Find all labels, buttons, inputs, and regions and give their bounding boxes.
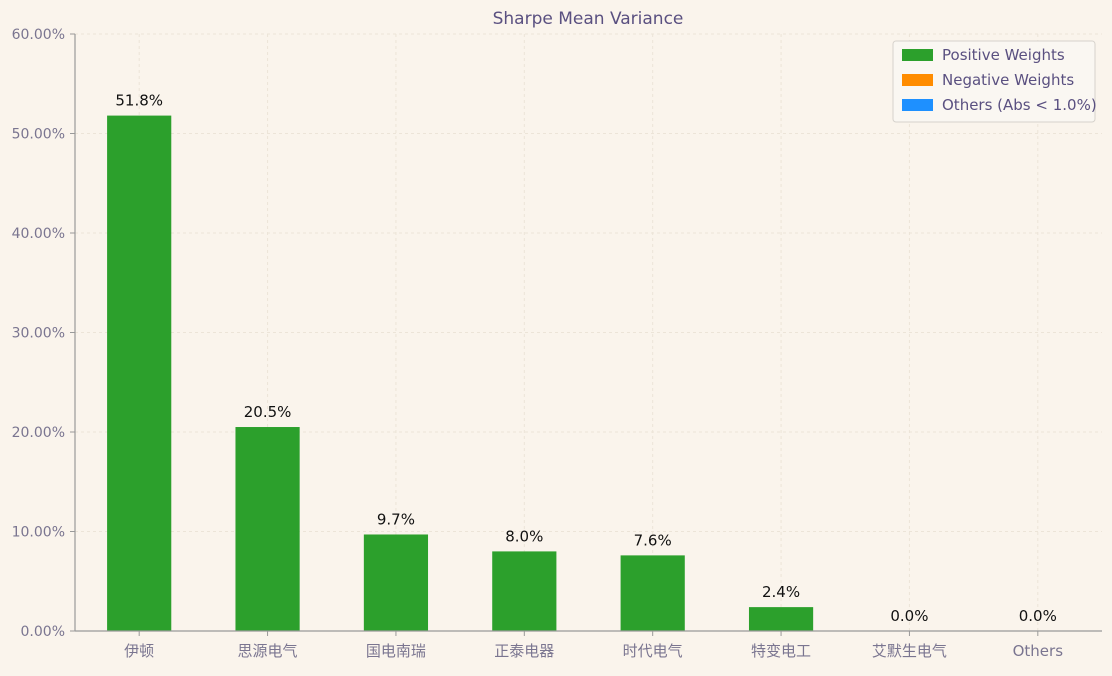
y-tick-label: 10.00%	[12, 525, 65, 541]
bar-value-label: 2.4%	[762, 583, 800, 601]
bar-value-label: 0.0%	[1019, 607, 1057, 625]
x-tick-label: 伊顿	[124, 642, 154, 660]
y-tick-label: 50.00%	[12, 127, 65, 143]
x-tick-label: 正泰电器	[494, 642, 554, 660]
bar	[363, 534, 429, 631]
legend-label: Negative Weights	[942, 71, 1074, 89]
bar	[620, 555, 685, 631]
x-tick-label: 时代电气	[623, 642, 683, 660]
bar	[492, 551, 557, 631]
legend-swatch	[902, 49, 933, 61]
bar	[107, 115, 172, 632]
legend-label: Others (Abs < 1.0%)	[942, 96, 1097, 114]
y-axis-ticks: 0.00% 10.00% 20.00% 30.00% 40.00% 50.00% 60.00…	[12, 27, 75, 640]
x-tick-label: 特变电工	[751, 642, 811, 660]
bar	[235, 427, 300, 631]
y-tick-label: 20.00%	[12, 425, 65, 441]
legend-label: Positive Weights	[942, 46, 1065, 64]
x-tick-label: Others	[1013, 642, 1064, 660]
bar-value-label: 0.0%	[890, 607, 928, 625]
legend-box	[892, 40, 1096, 123]
bar-value-label: 20.5%	[244, 403, 292, 421]
x-tick-label: 思源电气	[238, 642, 298, 660]
bar-value-label: 8.0%	[505, 527, 543, 545]
x-tick-label: 艾默生电气	[872, 642, 947, 660]
legend: Positive Weights Negative Weights Others (…	[892, 40, 1097, 123]
y-tick-label: 0.00%	[21, 624, 65, 640]
x-tick-label: 国电南瑞	[366, 642, 426, 660]
bar-value-label: 7.6%	[634, 531, 672, 549]
x-axis-ticks: 伊顿 思源电气 国电南瑞 正泰电器 时代电气 特变电工 艾默生电气 Others	[124, 631, 1063, 660]
y-tick-label: 40.00%	[12, 226, 65, 242]
bar-value-label: 9.7%	[377, 510, 415, 528]
y-tick-label: 60.00%	[12, 27, 65, 43]
grid	[75, 33, 1102, 631]
bars	[107, 115, 814, 632]
bar-value-label: 51.8%	[115, 92, 163, 110]
chart-title: Sharpe Mean Variance	[493, 9, 684, 29]
y-tick-label: 30.00%	[12, 326, 65, 342]
bar	[748, 607, 814, 631]
legend-swatch	[902, 74, 933, 86]
bar-value-labels: 51.8% 20.5% 9.7% 8.0% 7.6% 2.4% 0.0% 0.0%	[115, 92, 1057, 625]
legend-swatch	[902, 99, 933, 111]
